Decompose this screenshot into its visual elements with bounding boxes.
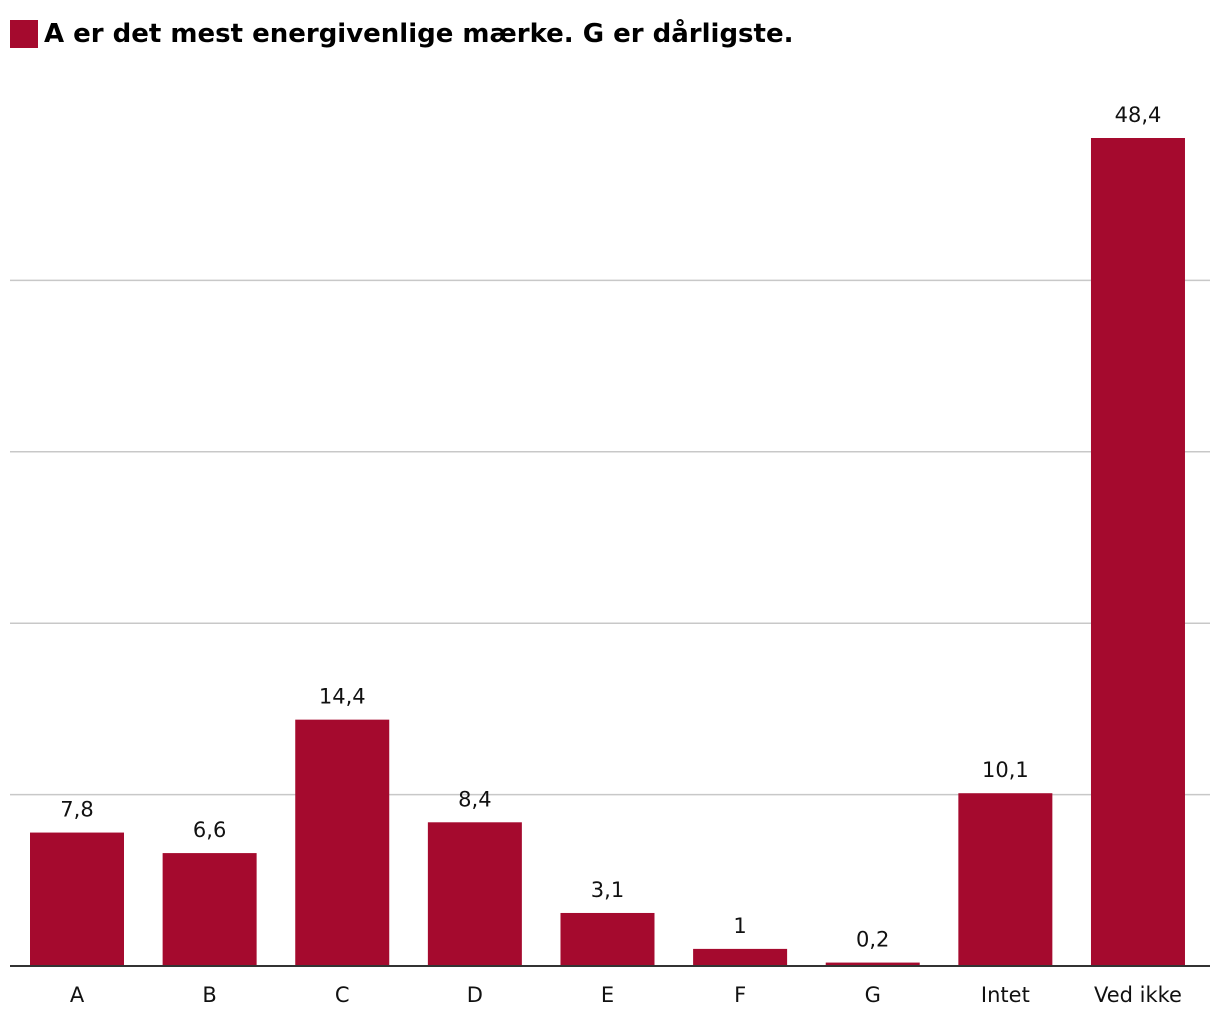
x-tick-label: B <box>202 983 216 1007</box>
bar <box>295 719 390 966</box>
bar <box>825 962 920 966</box>
bar-value-label: 7,8 <box>60 798 93 822</box>
bar <box>693 948 788 966</box>
bar <box>162 853 257 966</box>
bar <box>1090 138 1185 966</box>
bar-value-label: 8,4 <box>458 787 491 811</box>
bar-value-label: 10,1 <box>982 758 1029 782</box>
x-tick-label: Ved ikke <box>1094 983 1182 1007</box>
bar-value-label: 14,4 <box>319 685 366 709</box>
bar-value-label: 6,6 <box>193 818 226 842</box>
x-tick-label: D <box>467 983 483 1007</box>
bar-value-label: 1 <box>733 914 746 938</box>
bar <box>958 793 1053 966</box>
bar <box>427 822 522 966</box>
x-tick-label: C <box>335 983 350 1007</box>
bar-value-label: 3,1 <box>591 878 624 902</box>
x-tick-label: A <box>70 983 85 1007</box>
bar-value-label: 48,4 <box>1115 103 1162 127</box>
bar <box>30 832 124 966</box>
x-tick-label: F <box>734 983 746 1007</box>
x-tick-label: Intet <box>981 983 1030 1007</box>
x-tick-label: E <box>601 983 614 1007</box>
x-tick-label: G <box>865 983 881 1007</box>
bar <box>560 912 655 966</box>
bar-value-label: 0,2 <box>856 928 889 952</box>
legend-swatch <box>10 20 38 48</box>
chart-legend: A er det mest energivenlige mærke. G er … <box>10 18 793 50</box>
legend-label: A er det mest energivenlige mærke. G er … <box>44 19 794 49</box>
